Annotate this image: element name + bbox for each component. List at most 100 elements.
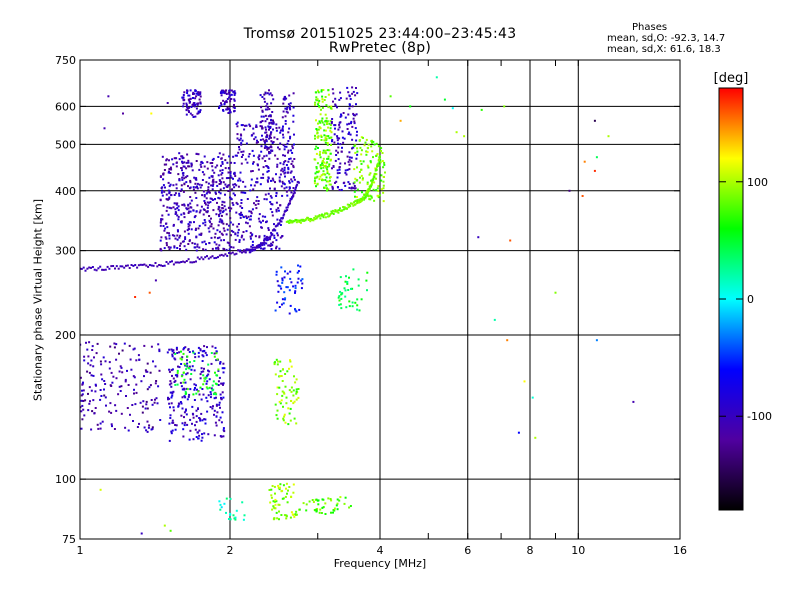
data-point (270, 140, 273, 143)
data-point (273, 517, 276, 520)
data-point (186, 89, 189, 92)
data-point (358, 181, 361, 184)
data-point (87, 362, 90, 365)
data-point (268, 151, 270, 153)
data-point (194, 115, 197, 118)
trace-point (378, 159, 381, 162)
data-point (215, 396, 217, 399)
data-point (189, 418, 192, 421)
data-point (271, 177, 274, 180)
data-point (271, 241, 274, 244)
data-point (358, 139, 361, 142)
data-point (188, 111, 190, 113)
data-point (241, 501, 244, 504)
data-point (329, 106, 332, 109)
trace-point (319, 217, 322, 220)
data-point (198, 91, 200, 94)
data-point (161, 155, 164, 158)
data-point (198, 183, 201, 186)
data-point (327, 188, 330, 191)
data-point (276, 360, 279, 363)
data-point (258, 220, 261, 223)
data-point (177, 215, 180, 218)
trace-point (93, 268, 96, 271)
data-point (224, 167, 227, 170)
data-point (287, 151, 289, 154)
data-point (205, 192, 208, 195)
data-point (154, 382, 157, 385)
data-point (108, 361, 111, 364)
data-point (186, 388, 189, 391)
data-point (233, 109, 236, 112)
data-point (103, 388, 105, 391)
data-point (276, 301, 279, 304)
data-point (284, 297, 287, 300)
trace-point (356, 202, 359, 205)
data-point (171, 368, 174, 371)
data-point (262, 173, 265, 176)
data-point (211, 180, 214, 183)
data-point (314, 103, 316, 106)
data-point (360, 153, 363, 156)
data-point (182, 352, 185, 355)
data-point (367, 166, 370, 169)
data-point (316, 171, 319, 174)
data-point (197, 437, 200, 440)
trace-point (169, 260, 172, 263)
data-point (267, 177, 270, 180)
data-point (274, 181, 276, 184)
data-point (275, 500, 278, 503)
data-point (196, 245, 199, 248)
data-point (286, 370, 289, 373)
data-point (289, 277, 292, 280)
data-point (276, 138, 279, 141)
data-point (256, 139, 258, 142)
data-point (503, 105, 506, 108)
data-point (200, 184, 203, 187)
data-point (228, 89, 231, 92)
data-point (222, 382, 225, 385)
data-point (242, 216, 245, 219)
data-point (260, 145, 263, 148)
data-point (375, 155, 378, 157)
data-point (234, 154, 237, 157)
data-point (283, 172, 286, 175)
data-point (269, 208, 272, 211)
data-point (326, 120, 329, 123)
x-tick-label: 16 (673, 544, 687, 557)
data-point (282, 102, 285, 105)
data-point (350, 122, 352, 125)
data-point (275, 210, 278, 213)
data-point (190, 106, 193, 108)
data-point (338, 123, 341, 126)
data-point (266, 170, 269, 173)
data-point (194, 186, 197, 189)
data-point (219, 182, 222, 185)
data-point (351, 125, 354, 128)
data-point (266, 147, 269, 150)
data-point (353, 181, 356, 184)
data-point (322, 89, 325, 91)
data-point (348, 168, 351, 171)
colorbar-tick-label: -100 (747, 410, 772, 423)
data-point (253, 138, 256, 141)
data-point (165, 163, 168, 166)
data-point (325, 180, 328, 183)
data-point (220, 103, 223, 106)
data-point (324, 164, 327, 167)
data-point (80, 399, 83, 402)
data-point (257, 168, 260, 171)
trace-point (372, 178, 375, 181)
data-point (82, 408, 85, 411)
data-point (80, 394, 83, 397)
data-point (268, 137, 271, 140)
data-point (326, 142, 329, 144)
data-point (370, 139, 373, 142)
data-point (328, 122, 331, 125)
data-point (182, 174, 185, 177)
data-point (283, 298, 286, 301)
data-point (320, 90, 323, 93)
trace-point (148, 264, 151, 266)
data-point (275, 247, 277, 250)
data-point (336, 508, 339, 511)
